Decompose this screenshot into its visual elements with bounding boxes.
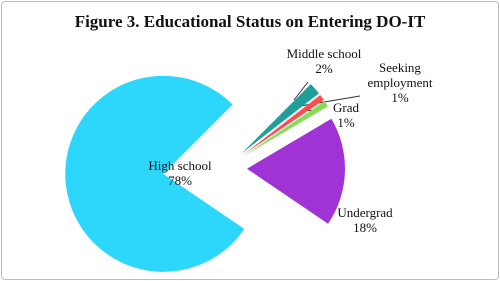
slice-value: 18%: [353, 220, 377, 235]
pie-slice: [65, 75, 245, 272]
pie-slice: [246, 118, 345, 224]
slice-label: Undergrad 18%: [330, 205, 400, 235]
slice-name: High school: [148, 158, 212, 173]
pie-slice: [242, 95, 324, 156]
slice-name: Undergrad: [337, 205, 393, 220]
slice-name: Grad: [333, 100, 359, 115]
slice-name: Seeking employment: [367, 60, 433, 90]
leader-line: [293, 81, 309, 101]
slice-name: Middle school: [286, 46, 362, 61]
slice-value: 2%: [315, 61, 333, 76]
slice-label: Seeking employment 1%: [360, 60, 440, 105]
chart-title: Figure 3. Educational Status on Entering…: [74, 12, 426, 31]
slice-label: High school 78%: [125, 158, 235, 188]
slice-label: Grad 1%: [326, 100, 366, 130]
slice-value: 1%: [391, 90, 409, 105]
slice-value: 78%: [168, 173, 192, 188]
pie-slice: [243, 101, 328, 157]
slice-value: 1%: [337, 115, 355, 130]
pie-slice: [241, 84, 319, 154]
slice-label: Middle school 2%: [284, 46, 364, 76]
